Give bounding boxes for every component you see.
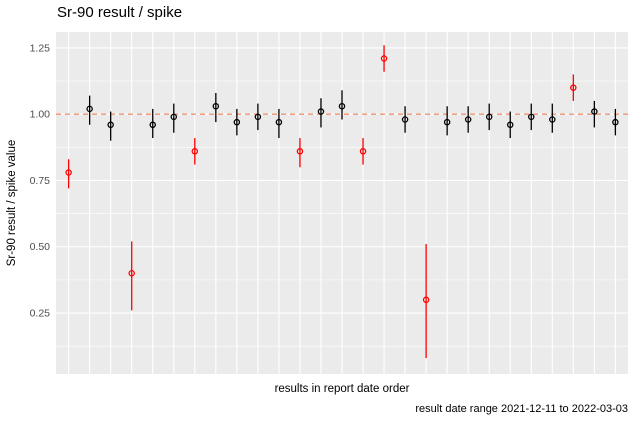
y-tick-label: 0.25 <box>30 308 51 320</box>
y-tick-label: 0.75 <box>30 175 51 187</box>
point-marker <box>570 84 577 91</box>
caption: result date range 2021-12-11 to 2022-03-… <box>415 403 628 415</box>
point-marker <box>549 116 556 123</box>
y-axis-title: Sr-90 result / spike value <box>6 139 18 267</box>
y-tick-label: 0.50 <box>30 241 51 253</box>
chart-title: Sr-90 result / spike <box>57 4 183 21</box>
point-marker <box>254 113 262 121</box>
point-marker <box>317 108 325 115</box>
point-marker <box>612 118 619 126</box>
point-marker <box>107 121 114 129</box>
point-marker <box>296 148 304 155</box>
point-marker <box>380 55 388 62</box>
point-marker <box>443 118 451 126</box>
point-marker <box>233 118 241 126</box>
point-marker <box>401 116 409 123</box>
point-marker <box>65 169 72 176</box>
point-marker <box>128 270 135 277</box>
point-marker <box>528 113 535 121</box>
y-tick-label: 1.25 <box>30 42 51 54</box>
point-marker <box>506 121 514 129</box>
point-marker <box>86 105 93 113</box>
point-marker <box>212 102 220 110</box>
y-tick-label: 1.00 <box>30 109 51 121</box>
point-marker <box>191 148 199 155</box>
point-marker <box>422 296 430 304</box>
point-marker <box>591 108 598 115</box>
point-marker <box>338 102 346 110</box>
point-marker <box>149 121 156 129</box>
point-marker <box>170 113 178 121</box>
point-marker <box>485 113 493 121</box>
point-marker <box>275 118 283 126</box>
point-marker <box>464 116 472 123</box>
x-axis-title: results in report date order <box>274 383 410 395</box>
point-marker <box>359 148 367 155</box>
